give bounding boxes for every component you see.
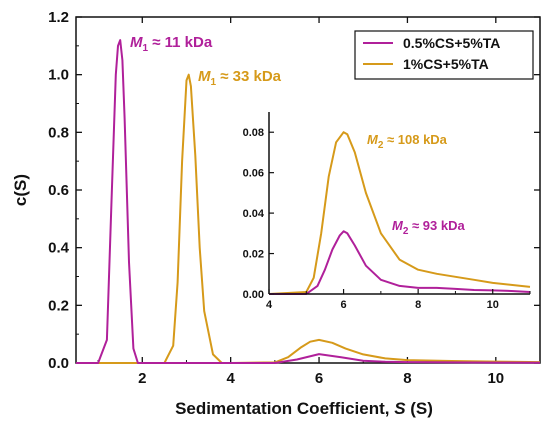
y-tick-label: 1.2: [48, 9, 69, 26]
inset-x-tick-label: 6: [341, 299, 347, 311]
inset-series-line-1pct: [268, 131, 531, 295]
legend-box: [354, 30, 534, 80]
annotation-m2-108kda: M2 ≈ 108 kDa: [367, 132, 448, 151]
inset-plot: 4 6 8 10 0.00 0.02 0.04 0.06 0.08 M2 ≈ 108 kDa M2 …: [243, 112, 531, 311]
annotation-m1-33kda: M1 ≈ 33 kDa: [198, 68, 282, 88]
x-tick-label: 2: [138, 370, 146, 387]
y-tick-label: 1.0: [48, 67, 69, 84]
inset-y-tick-label: 0.00: [243, 289, 264, 301]
y-tick-label: 0.6: [48, 182, 69, 199]
inset-x-tick-label: 4: [266, 299, 273, 311]
main-plot: 2 4 6 8 10 0.0 0.2 0.4 0.6 0.8 1.0 1.2 Sedimentation…: [11, 9, 541, 418]
inset-background: [269, 112, 530, 294]
y-tick-label: 0.4: [48, 240, 70, 257]
inset-y-tick-label: 0.06: [243, 168, 264, 180]
inset-x-tick-label: 8: [415, 299, 421, 311]
x-tick-label: 6: [315, 370, 323, 387]
x-tick-label: 10: [487, 370, 504, 387]
inset-x-tick-label: 10: [487, 299, 499, 311]
y-tick-label: 0.0: [48, 355, 69, 372]
annotation-m1-11kda: M1 ≈ 11 kDa: [130, 34, 213, 54]
legend-label-0: 0.5%CS+5%TA: [403, 35, 500, 51]
y-tick-label: 0.8: [48, 124, 69, 141]
inset-y-tick-label: 0.04: [243, 208, 265, 220]
annotation-m2-93kda: M2 ≈ 93 kDa: [392, 218, 465, 237]
y-axis-title: c(S): [11, 174, 30, 206]
x-tick-label: 8: [403, 370, 411, 387]
legend-label-1: 1%CS+5%TA: [403, 56, 489, 72]
inset-y-tick-label: 0.02: [243, 249, 264, 261]
inset-y-tick-label: 0.08: [243, 127, 264, 139]
x-tick-label: 4: [226, 370, 235, 387]
inset-series-line-05pct: [269, 230, 531, 295]
y-tick-label: 0.2: [48, 297, 69, 314]
x-axis-title: Sedimentation Coefficient, S (S): [175, 399, 433, 418]
legend: 0.5%CS+5%TA 1%CS+5%TA: [354, 30, 534, 80]
series-line-05pct: [76, 39, 541, 364]
